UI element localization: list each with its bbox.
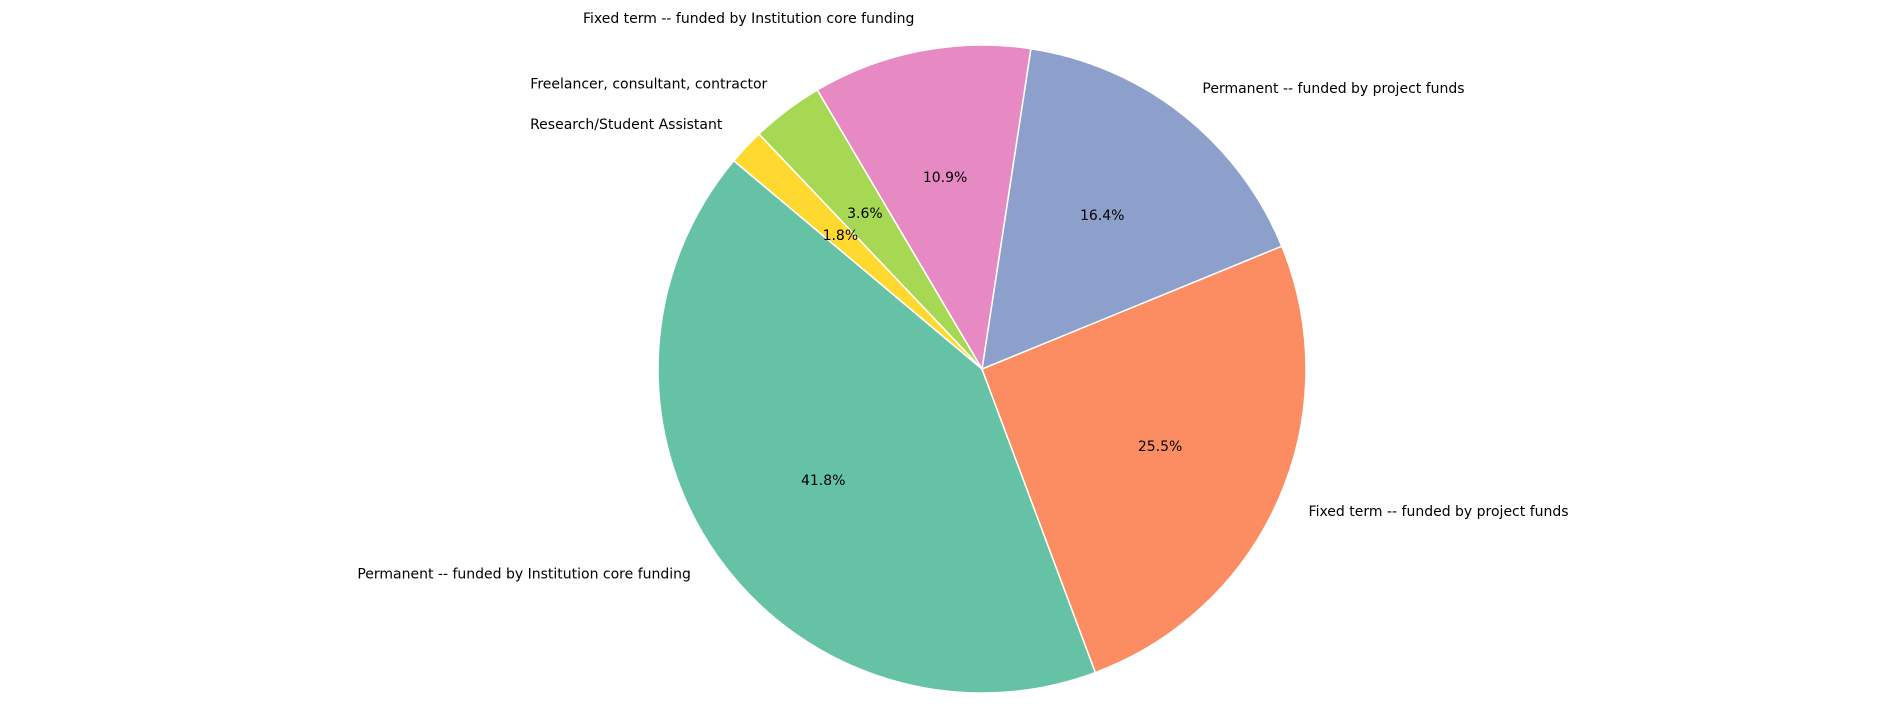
pie-category-label: Research/Student Assistant [530, 117, 723, 133]
category-labels: Permanent -- funded by Institution core … [357, 11, 1568, 583]
percent-labels: 41.8% 25.5% 16.4% 10.9% 3.6% 1.8% [801, 170, 1182, 489]
pie-slices [657, 44, 1307, 694]
pie-slice-fixed-term-funded-by-institution-core-funding [816, 44, 1032, 372]
pie-percent-label: 16.4% [1080, 208, 1124, 224]
pie-percent-label: 10.9% [923, 170, 967, 186]
pie-category-label: Permanent -- funded by Institution core … [357, 567, 691, 583]
pie-category-label: Fixed term -- funded by Institution core… [583, 11, 914, 27]
pie-slice-research-student-assistant [732, 132, 983, 370]
pie-percent-label: 25.5% [1138, 439, 1182, 455]
pie-slice-fixed-term-funded-by-project-funds [981, 245, 1307, 674]
pie-slice-permanent-funded-by-institution-core-funding [657, 159, 1097, 694]
pie-category-label: Freelancer, consultant, contractor [530, 77, 767, 93]
pie-category-label: Fixed term -- funded by project funds [1309, 504, 1569, 520]
pie-percent-label: 3.6% [847, 206, 883, 222]
pie-percent-label: 41.8% [801, 473, 845, 489]
pie-percent-label: 1.8% [823, 228, 859, 244]
pie-category-label: Permanent -- funded by project funds [1202, 81, 1464, 97]
pie-slice-permanent-funded-by-project-funds [981, 47, 1283, 371]
